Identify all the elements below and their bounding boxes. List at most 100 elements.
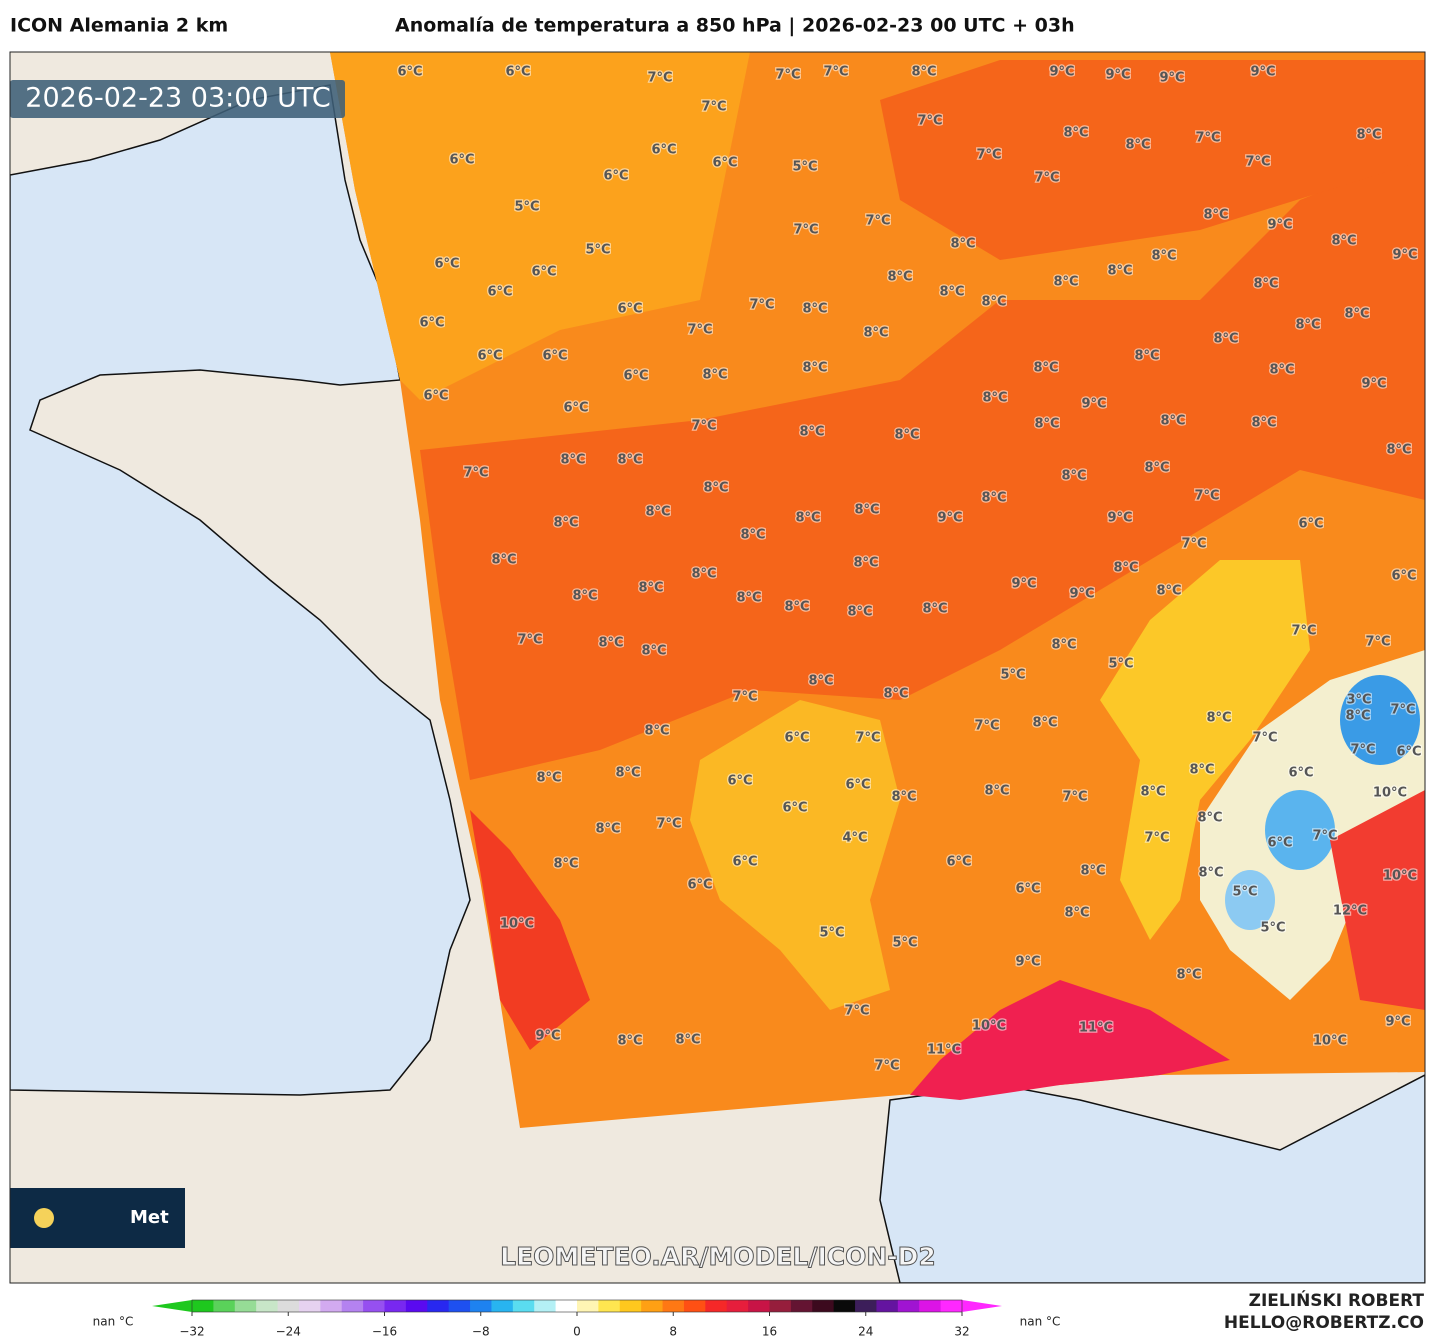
- colorbar-tick-label: 24: [858, 1325, 873, 1339]
- temperature-label: 6°C: [449, 153, 474, 168]
- colorbar-segment: [748, 1300, 770, 1312]
- temperature-labels: 6°C 6°C 7°C 7°C 7°C 8°C 9°C 9°C 9°C 9°C 7°C 7°C 8°C 8…: [396, 63, 1423, 1075]
- temperature-label: 8°C: [981, 295, 1006, 310]
- temperature-label: 10°C: [1373, 786, 1407, 801]
- temperature-label: 6°C: [687, 878, 712, 893]
- temperature-label: 7°C: [687, 323, 712, 338]
- temperature-label: 8°C: [1253, 277, 1278, 292]
- colorbar-left-unit: nan °C: [93, 1315, 134, 1329]
- temperature-label: 8°C: [891, 790, 916, 805]
- temperature-label: 8°C: [703, 481, 728, 496]
- temperature-label: 8°C: [1140, 785, 1165, 800]
- alps-cold: [1265, 790, 1335, 870]
- temperature-label: 5°C: [792, 160, 817, 175]
- colorbar-segment: [705, 1300, 728, 1312]
- temperature-label: 8°C: [1032, 716, 1057, 731]
- temperature-label: 8°C: [1053, 275, 1078, 290]
- warm-center: [420, 150, 1425, 780]
- temperature-label: 8°C: [795, 511, 820, 526]
- colorbar-tick-label: −16: [372, 1325, 397, 1339]
- temperature-label: 8°C: [1063, 126, 1088, 141]
- logo-sun: [34, 1208, 54, 1228]
- colorbar-segment: [812, 1300, 835, 1312]
- temperature-label: 6°C: [1288, 766, 1313, 781]
- temperature-label: 7°C: [865, 214, 890, 229]
- author: ZIELIŃSKI ROBERT: [1249, 1289, 1425, 1311]
- temperature-label: 5°C: [819, 926, 844, 941]
- temperature-label: 6°C: [477, 349, 502, 364]
- temperature-label: 7°C: [844, 1004, 869, 1019]
- temperature-label: 5°C: [514, 200, 539, 215]
- alps-cold: [1340, 675, 1420, 765]
- temperature-label: 6°C: [623, 369, 648, 384]
- colorbar-segment: [919, 1300, 942, 1312]
- colorbar-segment: [277, 1300, 300, 1312]
- temperature-label: 8°C: [1107, 264, 1132, 279]
- map-title: Anomalía de temperatura a 850 hPa | 2026…: [395, 15, 1075, 37]
- colorbar-tick-label: 0: [573, 1325, 581, 1339]
- temperature-label: 7°C: [823, 65, 848, 80]
- colorbar-segment: [598, 1300, 621, 1312]
- temperature-label: 8°C: [1213, 332, 1238, 347]
- temperature-label: 8°C: [1125, 138, 1150, 153]
- temperature-label: 5°C: [1108, 657, 1133, 672]
- temperature-label: 6°C: [434, 257, 459, 272]
- colorbar-segment: [619, 1300, 642, 1312]
- temperature-label: 8°C: [883, 687, 908, 702]
- colorbar-segment: [577, 1300, 599, 1312]
- temperature-label: 8°C: [1198, 866, 1223, 881]
- temperature-label: 4°C: [842, 831, 867, 846]
- temperature-label: 6°C: [423, 389, 448, 404]
- temperature-label: 8°C: [615, 766, 640, 781]
- temperature-label: 7°C: [1181, 537, 1206, 552]
- colorbar-segment: [683, 1300, 706, 1312]
- colorbar-segment: [555, 1300, 578, 1312]
- temperature-label: 7°C: [701, 100, 726, 115]
- temperature-label: 9°C: [1107, 511, 1132, 526]
- temperature-label: 8°C: [736, 591, 761, 606]
- temperature-label: 8°C: [1176, 968, 1201, 983]
- temperature-label: 7°C: [1195, 131, 1220, 146]
- colorbar-segment: [534, 1300, 557, 1312]
- temperature-label: 7°C: [1194, 489, 1219, 504]
- temperature-label: 8°C: [1251, 416, 1276, 431]
- temperature-label: 7°C: [775, 68, 800, 83]
- temperature-label: 8°C: [802, 302, 827, 317]
- temperature-label: 6°C: [487, 285, 512, 300]
- temperature-label: 8°C: [645, 505, 670, 520]
- temperature-label: 6°C: [1391, 569, 1416, 584]
- colorbar-segment: [512, 1300, 535, 1312]
- cool-east: [1100, 560, 1310, 940]
- temperature-label: 9°C: [1159, 71, 1184, 86]
- colorbar-segment: [363, 1300, 385, 1312]
- colorbar-segment: [769, 1300, 792, 1312]
- temperature-label: 8°C: [922, 602, 947, 617]
- temperature-label: 8°C: [560, 453, 585, 468]
- temperature-label: 9°C: [1049, 65, 1074, 80]
- temperature-label: 7°C: [976, 148, 1001, 163]
- temperature-label: 9°C: [1069, 587, 1094, 602]
- temperature-label: 8°C: [1189, 763, 1214, 778]
- colorbar-segment: [256, 1300, 279, 1312]
- timestamp: 2026-02-23 03:00 UTC: [25, 83, 330, 114]
- temperature-label: 8°C: [894, 428, 919, 443]
- temperature-label: 8°C: [1386, 443, 1411, 458]
- temperature-label: 6°C: [946, 855, 971, 870]
- temperature-label: 6°C: [542, 349, 567, 364]
- warm-northeast: [880, 60, 1425, 260]
- warm-south: [910, 980, 1230, 1100]
- temperature-label: 8°C: [1269, 363, 1294, 378]
- colorbar: −32 −24 −16 −8 0 8 16 24 32: [152, 1299, 1002, 1339]
- cool-south: [690, 700, 900, 1010]
- temperature-label: 7°C: [874, 1059, 899, 1074]
- temperature-label: 6°C: [1298, 517, 1323, 532]
- temperature-label: 7°C: [1312, 829, 1337, 844]
- temperature-label: 6°C: [732, 855, 757, 870]
- temperature-label: 8°C: [617, 1034, 642, 1049]
- temperature-label: 6°C: [617, 302, 642, 317]
- temperature-label: 5°C: [585, 243, 610, 258]
- temperature-label: 7°C: [1034, 171, 1059, 186]
- temperature-label: 11°C: [927, 1043, 961, 1058]
- temperature-label: 10°C: [1313, 1034, 1347, 1049]
- temperature-label: 8°C: [1345, 709, 1370, 724]
